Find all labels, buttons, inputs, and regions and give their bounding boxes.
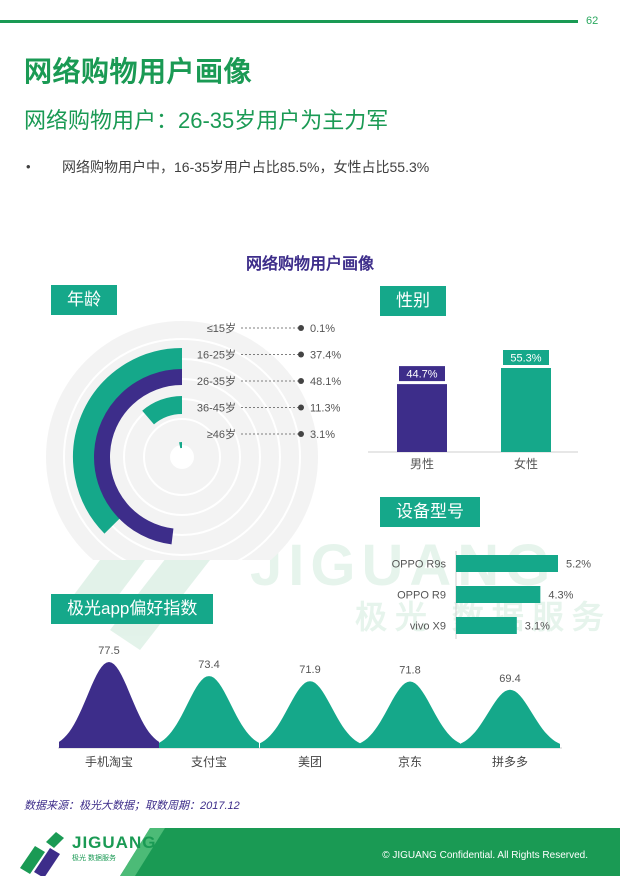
app-value: 73.4	[198, 659, 219, 671]
app-label: 支付宝	[191, 755, 227, 769]
device-value: 3.1%	[525, 621, 550, 633]
page-number: 62	[586, 15, 599, 27]
app-curve	[460, 689, 560, 748]
age-arcs	[73, 348, 183, 545]
source-note: 数据来源：极光大数据；取数周期：2017.12	[24, 800, 240, 812]
app-tag: 极光app偏好指数	[51, 594, 214, 624]
app-value: 77.5	[98, 645, 119, 657]
gender-value-label: 55.3%	[510, 353, 541, 365]
device-label: OPPO R9s	[392, 559, 447, 571]
age-group-value: 0.1%	[310, 323, 335, 335]
device-bar	[456, 555, 558, 572]
gender-tag: 性别	[380, 286, 446, 316]
age-group-label: ≥46岁	[207, 427, 236, 441]
gender-bar	[397, 384, 447, 452]
age-labels: ≤15岁 0.1% 16-25岁 37.4% 26-35岁 48.1% 36-45岁 11.3…	[197, 321, 342, 441]
page-title: 网络购物用户画像	[24, 56, 253, 87]
gender-category-label: 女性	[514, 456, 538, 471]
gender-category-label: 男性	[410, 457, 434, 471]
footer-logo-icon	[20, 832, 64, 876]
age-group-label: 36-45岁	[197, 401, 236, 415]
age-tag: 年龄	[51, 285, 117, 315]
age-group-label: 26-35岁	[197, 374, 236, 388]
footer-brand: JIGUANG	[72, 833, 157, 852]
app-curve	[360, 681, 460, 748]
age-group-value: 3.1%	[310, 429, 335, 441]
app-preference-chart: 77.5 手机淘宝 73.4 支付宝 71.9 美团 71.8 京东 69.4 拼多多	[58, 645, 562, 769]
app-label: 手机淘宝	[85, 755, 133, 769]
app-label: 美团	[298, 755, 322, 769]
app-label: 拼多多	[492, 755, 528, 769]
panel-title: 网络购物用户画像	[245, 256, 374, 273]
copyright-text: © JIGUANG Confidential. All Rights Reser…	[382, 850, 588, 861]
device-label: OPPO R9	[397, 590, 446, 602]
age-group-value: 11.3%	[310, 403, 341, 415]
device-bar-chart: OPPO R9s 5.2% OPPO R9 4.3% vivo X9 3.1%	[392, 551, 591, 639]
device-value: 4.3%	[548, 590, 573, 602]
age-arc	[94, 369, 183, 545]
age-radial-chart: ≤15岁 0.1% 16-25岁 37.4% 26-35岁 48.1% 36-45岁 11.3…	[46, 321, 342, 560]
device-tag: 设备型号	[380, 497, 480, 527]
age-group-label: 16-25岁	[197, 348, 236, 362]
age-group-label: ≤15岁	[207, 321, 236, 335]
app-curve	[59, 662, 159, 748]
app-label: 京东	[398, 755, 422, 769]
app-value: 69.4	[499, 673, 520, 685]
gender-bar	[501, 368, 551, 452]
device-value: 5.2%	[566, 559, 591, 571]
app-curve	[260, 681, 360, 748]
app-value: 71.9	[299, 664, 320, 676]
age-group-value: 48.1%	[310, 376, 341, 388]
bullet-text: 网络购物用户中，16-35岁用户占比85.5%，女性占比55.3%	[62, 159, 430, 175]
header-rule	[0, 20, 578, 23]
gender-value-label: 44.7%	[406, 369, 437, 381]
gender-bar-chart: 44.7% 男性 55.3% 女性	[368, 350, 578, 471]
app-curve	[159, 676, 259, 748]
age-arc	[73, 348, 183, 534]
footer-band	[20, 828, 620, 876]
device-bar	[456, 586, 541, 603]
age-group-value: 37.4%	[310, 350, 341, 362]
device-bar	[456, 617, 517, 634]
device-label: vivo X9	[410, 621, 446, 633]
bullet-mark: •	[26, 159, 31, 174]
page-subtitle: 网络购物用户：26-35岁用户为主力军	[24, 108, 389, 133]
age-arc	[142, 396, 183, 425]
app-value: 71.8	[399, 665, 420, 677]
footer-brand-sub: 极光 数据服务	[72, 855, 116, 862]
